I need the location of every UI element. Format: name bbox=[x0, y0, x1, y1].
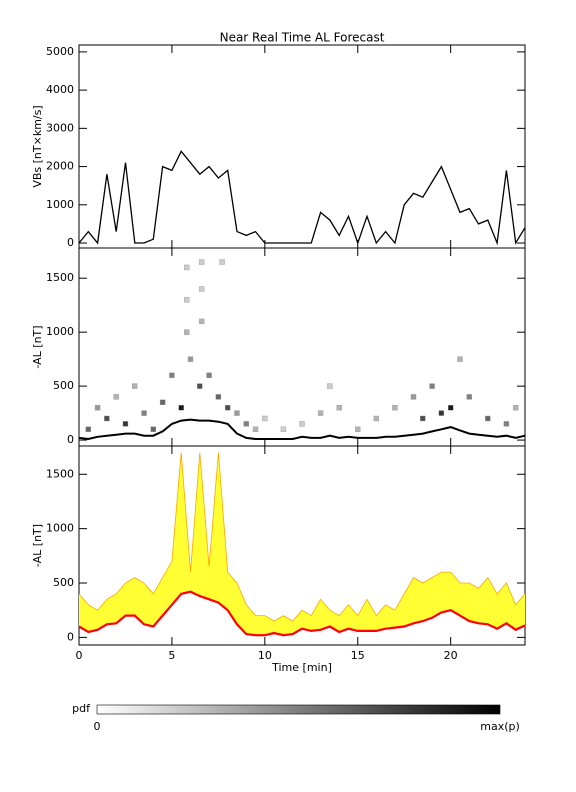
pdf-cell bbox=[355, 426, 361, 432]
pdf-cell bbox=[178, 404, 184, 411]
pdf-cell bbox=[198, 259, 205, 265]
y-axis-label: VBs [nT×km/s] bbox=[31, 105, 44, 187]
y-tick-label: 1000 bbox=[46, 198, 74, 211]
x-tick-label: 5 bbox=[168, 649, 175, 662]
pdf-cell bbox=[513, 404, 519, 411]
pdf-cell bbox=[219, 259, 225, 265]
x-tick-label: 15 bbox=[351, 649, 365, 662]
pdf-cell bbox=[104, 415, 110, 422]
pdf-cell bbox=[447, 404, 454, 411]
y-tick-label: 500 bbox=[53, 576, 74, 589]
plot-frame bbox=[78, 247, 526, 447]
pdf-cell bbox=[280, 426, 287, 432]
y-tick-label: 0 bbox=[67, 433, 74, 446]
pdf-cell bbox=[410, 394, 417, 400]
plot-frame bbox=[78, 44, 526, 249]
pdf-cell bbox=[438, 410, 445, 416]
pdf-cell bbox=[132, 383, 138, 389]
pdf-cell bbox=[336, 404, 342, 411]
pdf-cell bbox=[327, 383, 333, 389]
x-tick-label: 0 bbox=[76, 649, 83, 662]
pdf-cell bbox=[122, 421, 129, 427]
pdf-cell bbox=[198, 318, 205, 325]
y-tick-label: 0 bbox=[67, 630, 74, 643]
line bbox=[78, 418, 526, 441]
pdf-cell bbox=[215, 394, 222, 400]
line bbox=[78, 590, 526, 637]
y-axis-label: -AL [nT] bbox=[31, 524, 44, 567]
pdf-cell bbox=[198, 286, 205, 292]
pdf-cell bbox=[141, 410, 147, 416]
y-axis-label: -AL [nT] bbox=[31, 325, 44, 368]
pdf-cell bbox=[150, 426, 157, 432]
forecast-band bbox=[79, 452, 525, 636]
pdf-cell bbox=[159, 399, 166, 405]
pdf-cell bbox=[184, 297, 190, 303]
pdf-cell bbox=[197, 383, 203, 389]
chart-title: Near Real Time AL Forecast bbox=[220, 31, 385, 45]
x-tick-label: 10 bbox=[258, 649, 272, 662]
pdf-cell bbox=[113, 394, 119, 400]
pdf-cell bbox=[429, 383, 435, 389]
x-axis-label: Time [min] bbox=[271, 661, 332, 674]
y-tick-label: 0 bbox=[67, 236, 74, 249]
colorbar-label: pdf bbox=[72, 702, 91, 715]
pdf-cell bbox=[169, 372, 175, 379]
y-tick-label: 4000 bbox=[46, 83, 74, 96]
pdf-cell bbox=[187, 356, 194, 362]
pdf-cell bbox=[299, 421, 305, 427]
pdf-cell bbox=[184, 264, 190, 271]
pdf-cell bbox=[392, 404, 398, 411]
plot-frame bbox=[78, 445, 526, 646]
pdf-cell bbox=[457, 356, 463, 362]
y-tick-label: 1000 bbox=[46, 522, 74, 535]
colorbar-min-label: 0 bbox=[94, 720, 101, 733]
pdf-cell bbox=[420, 415, 426, 422]
colorbar bbox=[96, 704, 501, 715]
pdf-cell bbox=[85, 426, 91, 432]
y-tick-label: 1500 bbox=[46, 467, 74, 480]
pdf-cell bbox=[466, 394, 472, 400]
y-tick-label: 3000 bbox=[46, 121, 74, 134]
y-tick-label: 1000 bbox=[46, 325, 74, 338]
y-tick-label: 5000 bbox=[46, 45, 74, 58]
pdf-cell bbox=[234, 410, 240, 416]
x-tick-label: 20 bbox=[444, 649, 458, 662]
pdf-cell bbox=[252, 426, 259, 432]
y-tick-label: 1500 bbox=[46, 271, 74, 284]
line bbox=[78, 150, 526, 246]
pdf-cell bbox=[317, 410, 324, 416]
pdf-cell bbox=[206, 372, 212, 379]
colorbar-max-label: max(p) bbox=[480, 720, 520, 733]
line bbox=[78, 452, 526, 622]
pdf-cell bbox=[94, 404, 101, 411]
pdf-cell bbox=[503, 421, 510, 427]
pdf-cell bbox=[485, 415, 491, 422]
pdf-cell bbox=[184, 329, 190, 335]
y-tick-label: 2000 bbox=[46, 160, 74, 173]
pdf-cell bbox=[373, 415, 380, 422]
y-tick-label: 500 bbox=[53, 379, 74, 392]
pdf-cell bbox=[243, 421, 249, 427]
pdf-cell bbox=[262, 415, 268, 422]
pdf-cell bbox=[224, 404, 231, 411]
